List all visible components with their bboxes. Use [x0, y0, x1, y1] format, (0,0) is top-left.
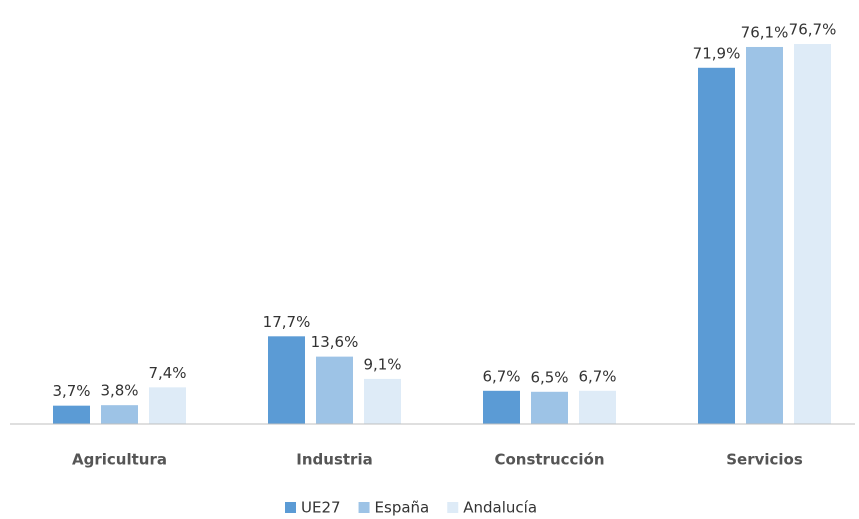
- data-label: 6,7%: [482, 367, 520, 385]
- x-tick-label: Servicios: [726, 451, 803, 469]
- bar: [268, 336, 305, 424]
- legend-swatch: [358, 502, 370, 513]
- bar: [53, 405, 90, 424]
- bar: [364, 378, 401, 424]
- data-label: 76,1%: [741, 23, 789, 41]
- data-label: 6,5%: [530, 368, 568, 386]
- bar: [746, 46, 783, 424]
- data-label: 13,6%: [311, 333, 359, 351]
- bar: [794, 44, 831, 424]
- legend-swatch: [285, 502, 296, 513]
- data-label: 6,7%: [578, 367, 616, 385]
- data-label: 3,8%: [100, 382, 138, 400]
- bar: [698, 67, 735, 424]
- data-label: 7,4%: [148, 364, 186, 382]
- x-tick-label: Construcción: [494, 451, 604, 469]
- legend-label: España: [375, 499, 430, 517]
- data-label: 17,7%: [263, 313, 311, 331]
- bar: [531, 391, 568, 424]
- bar: [101, 405, 138, 424]
- data-label: 71,9%: [693, 44, 741, 62]
- legend-swatch: [447, 502, 459, 513]
- x-tick-label: Industria: [296, 451, 372, 469]
- legend-label: UE27: [301, 499, 341, 517]
- data-label: 9,1%: [363, 355, 401, 373]
- bar: [316, 356, 353, 424]
- data-label: 3,7%: [52, 382, 90, 400]
- bar: [149, 387, 186, 424]
- x-tick-label: Agricultura: [72, 451, 167, 469]
- bar: [579, 390, 616, 424]
- data-label: 76,7%: [789, 21, 837, 39]
- legend-label: Andalucía: [463, 499, 537, 517]
- bar: [483, 390, 520, 424]
